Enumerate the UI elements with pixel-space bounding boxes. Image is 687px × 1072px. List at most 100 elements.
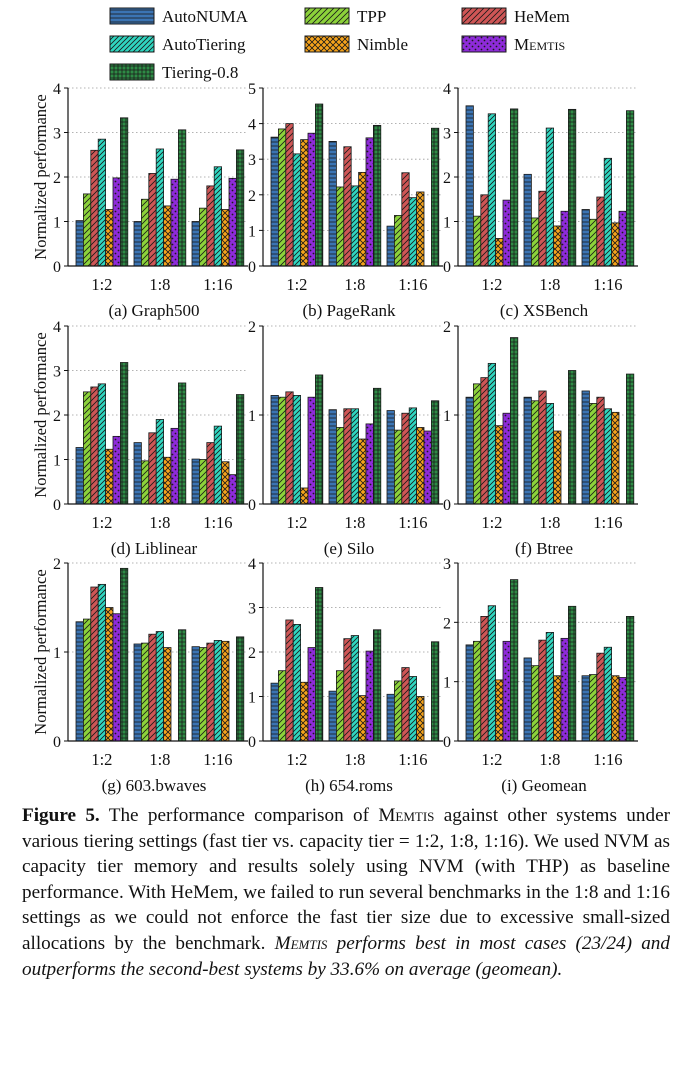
bar: [495, 679, 504, 742]
bar: [335, 186, 345, 267]
bar: [170, 427, 179, 505]
bar: [531, 665, 540, 742]
bar: [465, 396, 474, 505]
bar: [603, 157, 613, 267]
bar: [430, 400, 440, 505]
bar: [335, 427, 345, 505]
bar: [163, 456, 172, 505]
bar: [170, 178, 179, 267]
caption-text: against other systems under various tier…: [22, 805, 670, 954]
bar: [221, 640, 230, 742]
caption-system-name: Memtis: [378, 805, 435, 826]
bar: [581, 209, 590, 267]
x-tick-label: 1:16: [203, 513, 232, 532]
x-tick-label: 1:2: [481, 513, 502, 532]
x-tick-label: 1:16: [398, 750, 427, 769]
bar: [531, 217, 540, 267]
bar: [112, 435, 121, 505]
bar: [568, 605, 577, 742]
bar: [487, 113, 497, 267]
y-tick-label: 0: [443, 259, 451, 276]
x-tick-label: 1:8: [344, 750, 365, 769]
bar: [386, 693, 395, 742]
bar: [105, 607, 114, 742]
bar: [198, 647, 208, 742]
bar: [133, 643, 142, 742]
legend: AutoNUMA TPP HeMem AutoTiering Nimble Memtis T…: [109, 7, 570, 82]
y-tick-label: 0: [248, 259, 256, 276]
chart-panel: 0 1 2 3 4 1:2 1:8 1:16 (d) Liblinear Normalized p…: [31, 319, 248, 558]
bar: [386, 225, 395, 267]
legend-entry: Tiering-0.8: [109, 63, 238, 82]
bar: [618, 210, 627, 267]
bar: [314, 103, 324, 267]
subplot-title: (b) PageRank: [302, 301, 396, 320]
bar: [626, 373, 635, 505]
bar: [502, 412, 511, 505]
bar: [589, 403, 598, 505]
x-tick-label: 1:8: [539, 275, 560, 294]
bar: [307, 132, 316, 267]
bar: [416, 427, 425, 505]
y-axis-label: Normalized performance: [31, 569, 50, 734]
bar: [626, 616, 635, 742]
bar: [618, 677, 627, 742]
bar: [430, 127, 440, 267]
bar: [328, 690, 337, 742]
subplot-title: (a) Graph500: [108, 301, 199, 320]
subplot-title: (i) Geomean: [501, 776, 587, 795]
y-tick-label: 0: [248, 497, 256, 514]
bar: [568, 370, 577, 505]
bar: [177, 382, 187, 505]
bar: [393, 215, 403, 267]
x-tick-label: 1:8: [344, 513, 365, 532]
bar: [328, 140, 337, 267]
legend-swatch: [304, 35, 350, 53]
bar: [472, 640, 482, 742]
bar: [148, 432, 157, 505]
x-tick-label: 1:2: [91, 513, 112, 532]
legend-label: Tiering-0.8: [162, 63, 238, 82]
bar: [335, 670, 345, 742]
bar: [228, 177, 237, 267]
x-tick-label: 1:8: [149, 750, 170, 769]
bar: [408, 676, 418, 742]
y-tick-label: 2: [248, 188, 256, 205]
bar: [502, 640, 511, 742]
y-axis-label: Normalized performance: [31, 332, 50, 497]
bar: [581, 675, 590, 742]
bar: [235, 149, 245, 267]
y-tick-label: 3: [53, 126, 61, 143]
bar: [386, 410, 395, 505]
bar: [581, 390, 590, 505]
chart-panels: 0 1 2 3 4 1:2 1:8 1:16 (a) Graph500 Normalized pe…: [31, 81, 638, 795]
y-tick-label: 1: [443, 408, 451, 425]
y-tick-label: 2: [248, 319, 256, 336]
y-tick-label: 1: [248, 408, 256, 425]
legend-entry: TPP: [304, 7, 386, 26]
bar: [206, 642, 215, 742]
x-tick-label: 1:2: [481, 275, 502, 294]
y-tick-label: 2: [443, 615, 451, 632]
legend-label: TPP: [357, 7, 386, 26]
y-tick-label: 2: [248, 645, 256, 662]
bar: [300, 487, 309, 505]
bar: [75, 220, 84, 267]
legend-label: Nimble: [357, 35, 408, 54]
x-tick-label: 1:16: [203, 750, 232, 769]
y-axis-label: Normalized performance: [31, 94, 50, 259]
y-tick-label: 1: [53, 215, 61, 232]
bar: [228, 474, 237, 505]
bar: [589, 674, 598, 742]
y-tick-label: 0: [53, 497, 61, 514]
bar: [300, 681, 309, 742]
y-tick-label: 4: [53, 319, 61, 336]
bar: [277, 396, 287, 505]
bar: [365, 423, 374, 505]
bar: [538, 639, 547, 742]
bar: [120, 567, 129, 742]
x-tick-label: 1:8: [149, 275, 170, 294]
y-tick-label: 3: [248, 601, 256, 618]
bar: [155, 148, 164, 267]
bar: [596, 396, 605, 505]
